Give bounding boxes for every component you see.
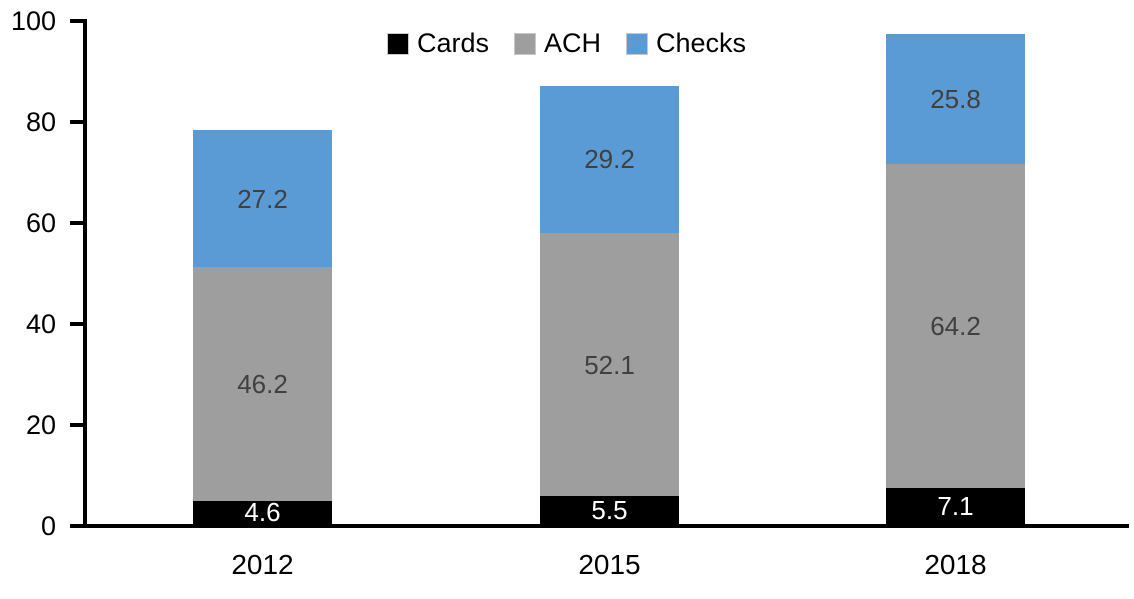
legend-item-checks: Checks [626, 28, 747, 58]
legend: Cards ACH Checks [0, 30, 1134, 57]
bar-segment-checks-2015: 29.2 [540, 85, 679, 234]
y-tick-label: 40 [25, 309, 56, 339]
y-tick-mark [70, 524, 83, 528]
legend-item-ach: ACH [513, 28, 601, 58]
segment-value-label: 7.1 [937, 491, 974, 522]
segment-value-label: 64.2 [930, 311, 981, 342]
legend-label: Checks [656, 28, 747, 58]
x-axis-label-2015: 2015 [578, 549, 641, 580]
legend-label: Cards [416, 28, 489, 58]
y-tick-mark [70, 120, 83, 124]
segment-value-label: 52.1 [584, 349, 635, 380]
legend-label: ACH [543, 28, 601, 58]
y-tick-mark [70, 19, 83, 23]
segment-value-label: 29.2 [584, 144, 635, 175]
y-tick-label: 0 [40, 511, 56, 541]
legend-swatch-checks [626, 32, 648, 55]
legend-item-cards: Cards [386, 28, 489, 58]
legend-swatch-cards [386, 32, 409, 55]
y-tick-mark [70, 322, 83, 326]
y-tick-label: 20 [25, 410, 56, 440]
legend-swatch-ach [513, 32, 536, 55]
bar-segment-ach-2015: 52.1 [540, 233, 679, 497]
segment-value-label: 25.8 [930, 83, 981, 114]
x-axis-label-2012: 2012 [231, 549, 294, 580]
bar-segment-checks-2012: 27.2 [193, 130, 332, 268]
bar-segment-ach-2012: 46.2 [193, 267, 332, 501]
y-tick-label: 100 [10, 6, 56, 36]
y-tick-label: 60 [25, 208, 56, 238]
y-axis-line [83, 19, 87, 528]
y-tick-mark [70, 423, 83, 427]
segment-value-label: 46.2 [237, 369, 288, 400]
y-tick-mark [70, 221, 83, 225]
segment-value-label: 27.2 [237, 183, 288, 214]
segment-value-label: 4.6 [244, 497, 281, 528]
x-axis-label-2018: 2018 [924, 549, 987, 580]
bar-segment-cards-2015: 5.5 [540, 496, 679, 524]
bar-segment-cards-2018: 7.1 [886, 488, 1025, 524]
bar-segment-ach-2018: 64.2 [886, 163, 1025, 489]
y-tick-label: 80 [25, 107, 56, 137]
segment-value-label: 5.5 [591, 495, 628, 526]
bar-segment-cards-2012: 4.6 [193, 497, 332, 528]
x-axis-line [83, 524, 1129, 528]
bar-segment-checks-2018: 25.8 [886, 33, 1025, 164]
